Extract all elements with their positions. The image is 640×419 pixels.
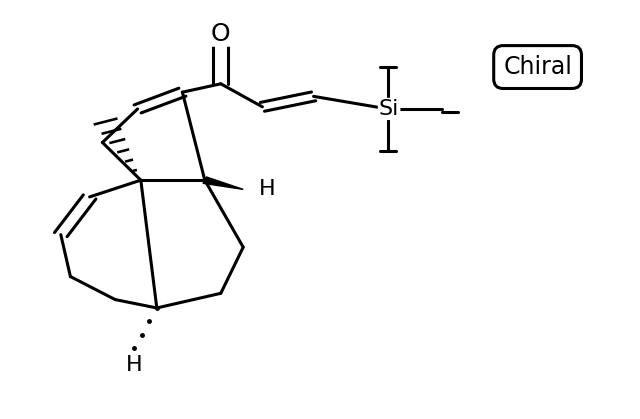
Polygon shape [203, 177, 243, 189]
Text: H: H [126, 354, 143, 375]
Text: O: O [211, 21, 230, 46]
Text: H: H [259, 179, 276, 199]
Text: Chiral: Chiral [503, 55, 572, 79]
Text: Si: Si [379, 99, 399, 119]
